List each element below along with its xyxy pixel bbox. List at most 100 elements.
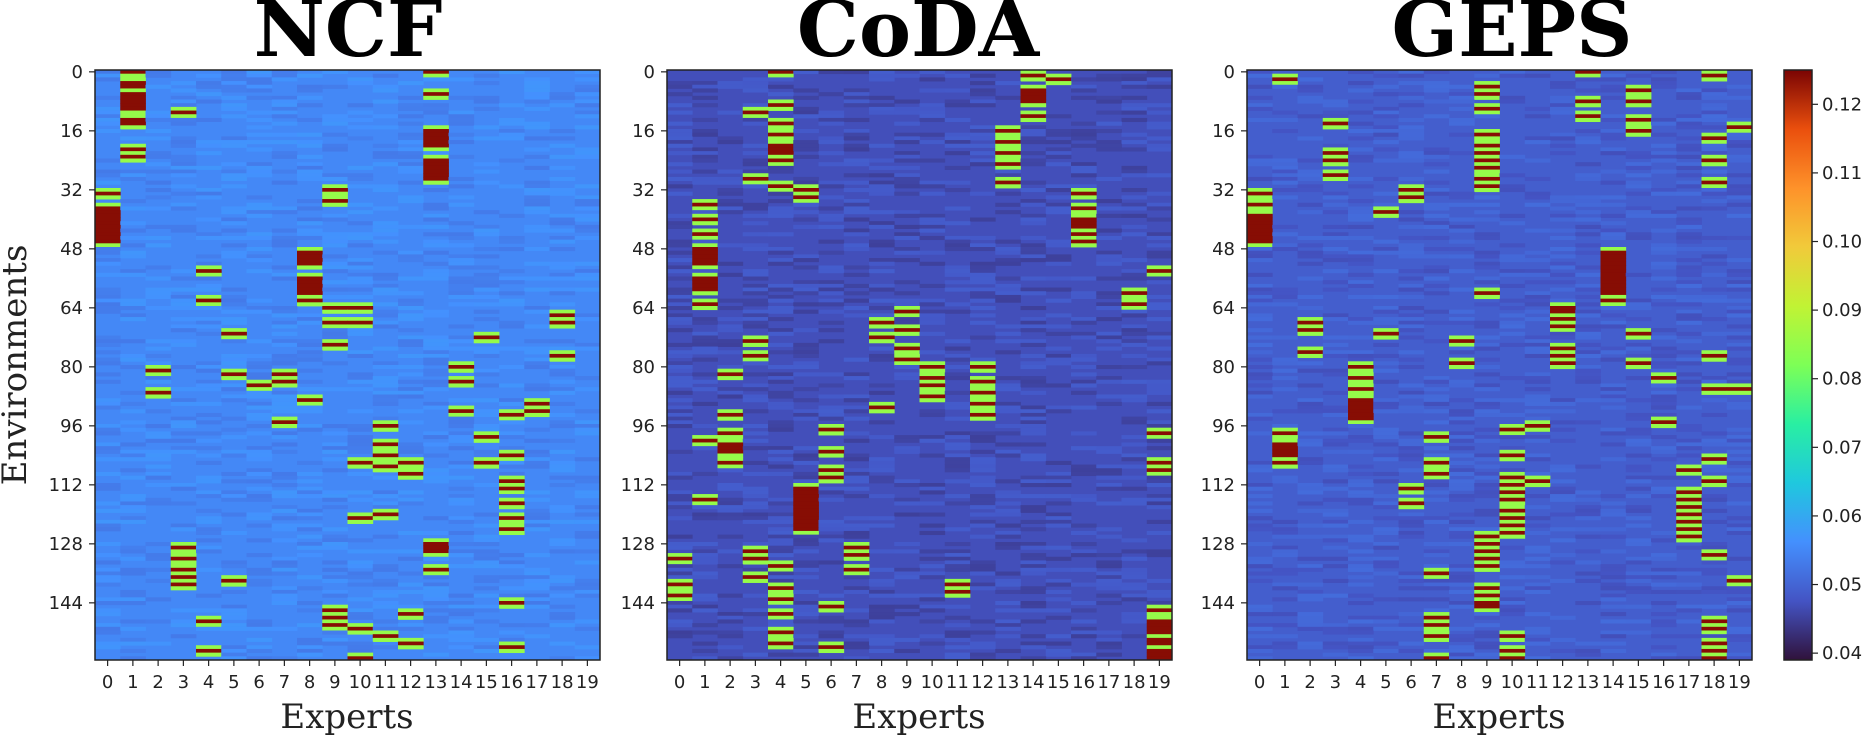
heatmap-cell [473, 280, 500, 285]
heatmap-cell [170, 191, 197, 196]
heatmap-cell [944, 235, 971, 241]
heatmap-cell [717, 483, 744, 488]
heatmap-cell [1651, 154, 1677, 159]
heatmap-cell [742, 276, 769, 281]
heatmap-cell [1676, 114, 1702, 119]
heatmap-cell [894, 361, 920, 366]
heatmap-cell [1651, 571, 1677, 576]
heatmap-cell [1146, 379, 1173, 384]
heatmap-cell [1575, 202, 1601, 207]
heatmap-cell [1398, 324, 1425, 329]
heatmap-cell [1449, 519, 1475, 524]
heatmap-cell [1550, 479, 1576, 484]
heatmap-cell [1096, 471, 1122, 477]
heatmap-cell [717, 412, 744, 418]
heatmap-cell [1600, 320, 1627, 325]
heatmap-cell [1524, 530, 1551, 536]
heatmap-cell [196, 99, 222, 104]
heatmap-cell [1575, 512, 1601, 517]
heatmap-cell [398, 464, 424, 469]
heatmap-cell [221, 376, 247, 381]
heatmap-cell [297, 575, 323, 580]
heatmap-cell [667, 542, 693, 547]
x-tick-label: 12 [971, 672, 994, 693]
heatmap-cell [574, 84, 601, 89]
x-tick-label: 6 [825, 672, 836, 693]
heatmap-cell [1726, 269, 1753, 274]
heatmap-cell [919, 184, 946, 189]
heatmap-cell [170, 106, 197, 111]
heatmap-cell [448, 121, 475, 126]
heatmap-cell [1524, 505, 1551, 510]
heatmap-cell [549, 247, 576, 252]
heatmap-cell [1373, 379, 1399, 384]
heatmap-cell [574, 582, 601, 587]
heatmap-cell [869, 180, 895, 185]
heatmap-cell [1247, 232, 1273, 237]
heatmap-cell [1146, 401, 1173, 406]
heatmap-cell [1348, 593, 1374, 598]
heatmap-cell [1701, 645, 1728, 650]
heatmap-cell [1524, 637, 1551, 642]
heatmap-cell [869, 331, 895, 336]
heatmap-cell [793, 409, 819, 414]
heatmap-cell [473, 483, 500, 488]
heatmap-cell [1676, 184, 1702, 189]
heatmap-cell [1146, 173, 1173, 178]
heatmap-cell [1449, 420, 1475, 425]
heatmap-cell [549, 412, 576, 418]
heatmap-cell [1701, 184, 1728, 189]
heatmap-cell [995, 601, 1021, 606]
heatmap-cell [473, 412, 500, 418]
heatmap-cell [297, 637, 323, 642]
heatmap-cell [271, 589, 298, 595]
heatmap-cell [1423, 612, 1450, 617]
heatmap-cell [1423, 276, 1450, 281]
x-tick-label: 5 [800, 672, 811, 693]
heatmap-cell [1121, 339, 1148, 344]
heatmap-cell [1045, 73, 1072, 78]
heatmap-cell [473, 427, 500, 432]
heatmap-cell [549, 191, 576, 196]
heatmap-cell [1701, 158, 1728, 163]
heatmap-cell [347, 582, 374, 587]
heatmap-cell [473, 608, 500, 613]
heatmap-cell [398, 81, 424, 86]
heatmap-cell [1524, 291, 1551, 296]
heatmap-cell [1524, 269, 1551, 274]
heatmap-cell [1348, 254, 1374, 259]
heatmap-cell [818, 601, 845, 606]
heatmap-cell [894, 512, 920, 517]
heatmap-cell [398, 306, 424, 311]
heatmap-cell [297, 508, 323, 513]
heatmap-cell [1398, 505, 1425, 510]
heatmap-cell [1676, 501, 1702, 506]
heatmap-cell [423, 442, 449, 447]
heatmap-cell [944, 589, 971, 595]
heatmap-cell [120, 235, 146, 241]
heatmap-cell [1020, 457, 1047, 462]
heatmap-cell [1701, 634, 1728, 639]
heatmap-cell [524, 383, 550, 388]
heatmap-cell [1146, 387, 1173, 392]
heatmap-cell [970, 217, 996, 222]
heatmap-cell [1373, 306, 1399, 311]
heatmap-cell [1423, 99, 1450, 104]
heatmap-cell [322, 84, 348, 89]
heatmap-cell [818, 490, 845, 495]
heatmap-cell [869, 608, 895, 613]
heatmap-cell [473, 431, 500, 436]
heatmap-cell [448, 398, 475, 403]
heatmap-cell [843, 457, 870, 462]
heatmap-cell [768, 151, 794, 156]
heatmap-cell [297, 272, 323, 277]
heatmap-cell [297, 586, 323, 591]
heatmap-cell [549, 508, 576, 513]
heatmap-cell [246, 582, 273, 587]
heatmap-cell [717, 140, 744, 145]
heatmap-cell [717, 328, 744, 333]
heatmap-cell [1045, 239, 1072, 244]
heatmap-cell [398, 254, 424, 259]
heatmap-cell [297, 302, 323, 307]
heatmap-cell [1272, 545, 1298, 550]
